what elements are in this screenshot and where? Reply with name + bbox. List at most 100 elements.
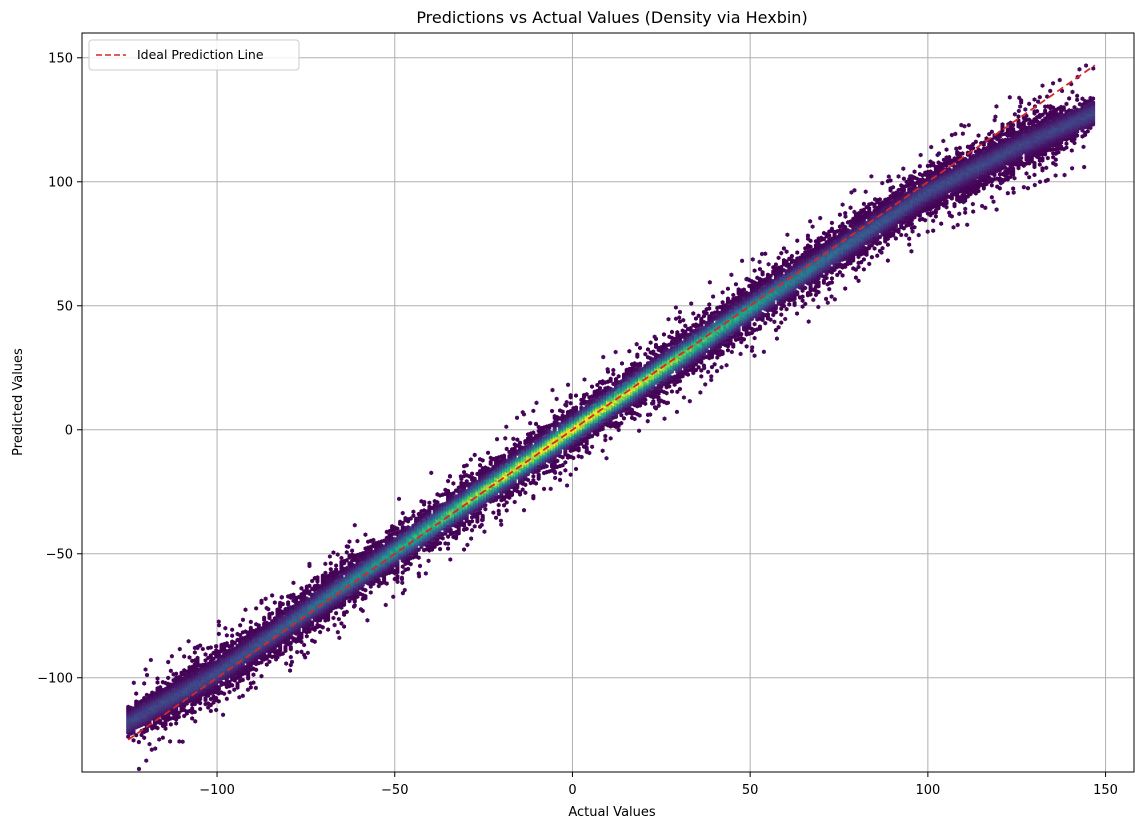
hexbin-cell xyxy=(472,524,477,529)
hexbin-cell xyxy=(350,548,355,553)
hexbin-cell xyxy=(208,708,213,714)
hexbin-cell xyxy=(203,652,208,657)
hexbin-cell xyxy=(302,642,307,648)
hexbin-cell xyxy=(344,550,349,555)
hexbin-cell xyxy=(384,581,389,586)
hexbin-cell xyxy=(512,499,517,505)
hexbin-cell xyxy=(725,286,730,292)
hexbin-cell xyxy=(315,575,320,580)
hexbin-cell xyxy=(216,699,221,704)
hexbin-cell xyxy=(669,389,674,394)
hexbin-cell xyxy=(494,515,499,521)
hexbin-cell xyxy=(259,659,264,665)
hexbin-cell xyxy=(427,500,432,506)
hexbin-cell xyxy=(190,716,195,721)
hexbin-cell xyxy=(262,615,267,621)
hexbin-cell xyxy=(195,655,200,661)
hexbin-cell xyxy=(408,516,413,521)
hexbin-cell xyxy=(230,627,235,633)
hexbin-cell xyxy=(254,657,259,663)
hexbin-cell xyxy=(304,633,309,639)
hexbin-cell xyxy=(472,452,477,458)
hexbin-cell xyxy=(291,592,296,598)
hexbin-cell xyxy=(326,627,331,632)
hexbin-cell xyxy=(259,673,264,679)
hexbin-cell xyxy=(320,624,325,630)
hexbin-cell xyxy=(363,532,368,537)
hexbin-cell xyxy=(214,695,219,701)
hexbin-cell xyxy=(400,520,405,526)
hexbin-cell xyxy=(363,593,368,599)
hexbin-cell xyxy=(400,570,405,575)
hexbin-cell xyxy=(542,486,547,492)
hexbin-cell xyxy=(155,676,160,681)
hexbin-cell xyxy=(779,320,784,325)
hexbin-cell xyxy=(299,649,304,655)
hexbin-cell xyxy=(435,499,440,505)
hexbin-cell xyxy=(136,739,141,745)
hexbin-cell xyxy=(637,345,642,351)
hexbin-cell xyxy=(168,722,173,727)
hexbin-cell xyxy=(270,611,275,616)
hexbin-cell xyxy=(307,583,312,589)
hexbin-cell xyxy=(166,659,171,665)
hexbin-cell xyxy=(504,508,509,513)
hexbin-cell xyxy=(334,610,339,616)
hexbin-cell xyxy=(248,625,253,631)
hexbin-cell xyxy=(531,474,536,479)
hexbin-cell xyxy=(462,547,467,552)
hexbin-cell xyxy=(725,347,730,353)
hexbin-cell xyxy=(216,685,221,690)
hexbin-cell xyxy=(307,589,312,595)
hexbin-cell xyxy=(208,645,213,650)
hexbin-cell xyxy=(416,547,421,553)
hexbin-cell xyxy=(627,348,632,354)
hexbin-density-cloud xyxy=(126,63,1096,772)
hexbin-cell xyxy=(435,537,440,543)
hexbin-cell xyxy=(155,680,160,685)
hexbin-cell xyxy=(355,538,360,544)
hexbin-cell xyxy=(224,633,229,638)
hexbin-cell xyxy=(280,651,285,656)
hexbin-cell xyxy=(400,510,405,516)
hexbin-cell xyxy=(395,573,400,579)
hexbin-cell xyxy=(376,577,381,583)
hexbin-cell xyxy=(168,668,173,674)
hexbin-cell xyxy=(286,600,291,605)
hexbin-cell xyxy=(227,689,232,695)
hexbin-cell xyxy=(496,502,501,508)
hexbin-cell xyxy=(376,583,381,589)
hexbin-cell xyxy=(134,691,139,696)
hexbin-cell xyxy=(192,650,197,655)
hexbin-cell xyxy=(339,621,344,626)
hexbin-cell xyxy=(174,721,179,726)
hexbin-cell xyxy=(131,738,136,743)
hexbin-cell xyxy=(763,320,768,326)
hexbin-cell xyxy=(280,601,285,607)
hexbin-cell xyxy=(752,321,757,327)
hexbin-cell xyxy=(661,332,666,337)
hexbin-cell xyxy=(574,466,579,472)
hexbin-cell xyxy=(331,615,336,621)
hexbin-cell xyxy=(246,670,251,675)
hexbin-cell xyxy=(214,707,219,713)
hexbin-cell xyxy=(160,735,165,741)
hexbin-cell xyxy=(230,633,235,638)
hexbin-cell xyxy=(328,566,333,572)
hexbin-cell xyxy=(240,677,245,683)
hexbin-cell xyxy=(312,639,317,644)
hexbin-cell xyxy=(558,477,563,483)
hexbin-cell xyxy=(254,606,259,611)
hexbin-cell xyxy=(339,555,344,561)
hexbin-cell xyxy=(232,640,237,646)
hexbin-cell xyxy=(187,655,192,660)
hexbin-cell xyxy=(331,550,336,555)
hexbin-cell xyxy=(222,645,227,651)
hexbin-cell xyxy=(339,573,344,579)
hexbin-cell xyxy=(139,732,144,738)
hexbin-cell xyxy=(648,340,653,345)
hexbin-cell xyxy=(283,644,288,650)
hexbin-cell xyxy=(395,526,400,531)
hexbin-cell xyxy=(608,436,613,441)
hexbin-cell xyxy=(288,640,293,646)
